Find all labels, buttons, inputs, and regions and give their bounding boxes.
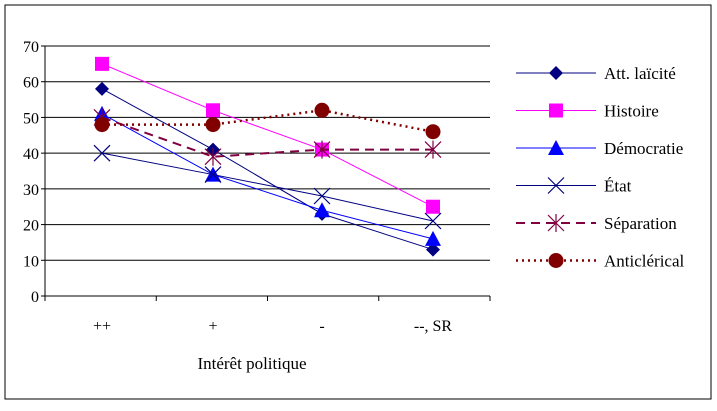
legend-entry: Démocratie xyxy=(516,139,683,158)
y-tick-label: 70 xyxy=(23,39,39,56)
x-tick-label: --, SR xyxy=(414,318,453,335)
legend-marker xyxy=(549,103,563,118)
data-point-marker xyxy=(425,230,441,246)
data-point-marker xyxy=(95,81,109,96)
legend-entry: Séparation xyxy=(516,214,677,233)
legend-marker xyxy=(548,253,564,268)
y-tick-label: 0 xyxy=(31,289,39,306)
data-point-marker xyxy=(206,103,220,118)
x-tick-label: + xyxy=(208,318,217,335)
y-tick-label: 40 xyxy=(23,146,39,163)
data-point-marker xyxy=(313,187,331,205)
legend-label: Histoire xyxy=(604,102,659,121)
x-tick-label: ++ xyxy=(93,318,111,335)
series-line xyxy=(101,63,434,208)
y-tick-label: 20 xyxy=(23,218,39,235)
y-tick-label: 30 xyxy=(23,182,39,199)
series-line xyxy=(101,113,434,240)
legend-label: Att. laïcité xyxy=(604,64,676,83)
data-point-marker xyxy=(314,202,330,218)
series-group xyxy=(93,56,442,257)
legend-marker xyxy=(547,214,565,232)
legend-marker xyxy=(547,177,565,194)
series-line xyxy=(101,152,434,222)
legend-label: Démocratie xyxy=(604,139,683,158)
data-point-marker xyxy=(424,212,442,230)
data-point-marker xyxy=(95,56,109,71)
series-3 xyxy=(93,144,442,230)
data-point-marker xyxy=(313,140,331,159)
x-axis-title: Intérêt politique xyxy=(197,354,306,373)
data-point-marker xyxy=(424,140,442,159)
data-point-marker xyxy=(426,242,440,257)
series-5 xyxy=(94,102,441,140)
legend-entry: Histoire xyxy=(516,102,659,121)
legend: Att. laïcité Histoire Démocratie État Sépara… xyxy=(516,64,685,271)
legend-label: Séparation xyxy=(604,214,677,233)
x-tick-label: - xyxy=(319,318,324,335)
series-line xyxy=(101,88,434,251)
legend-entry: État xyxy=(516,177,632,196)
series-line xyxy=(102,109,434,133)
data-point-marker xyxy=(204,147,222,166)
legend-entry: Att. laïcité xyxy=(516,64,676,83)
y-tick-label: 60 xyxy=(23,75,39,92)
data-point-marker xyxy=(204,166,222,183)
legend-label: État xyxy=(604,177,632,196)
legend-entry: Anticlérical xyxy=(516,252,685,271)
legend-marker xyxy=(549,66,563,80)
series-line xyxy=(101,116,433,158)
data-point-marker xyxy=(205,117,221,133)
data-point-marker xyxy=(426,199,440,214)
data-point-marker xyxy=(93,144,111,162)
legend-marker xyxy=(548,140,564,155)
data-point-marker xyxy=(425,124,441,140)
chart-border xyxy=(4,4,712,400)
data-point-marker xyxy=(94,117,110,133)
y-tick-label: 50 xyxy=(23,110,39,127)
y-tick-label: 10 xyxy=(23,253,39,270)
data-point-marker xyxy=(314,102,330,118)
gridlines xyxy=(45,45,490,261)
legend-label: Anticlérical xyxy=(604,252,685,271)
